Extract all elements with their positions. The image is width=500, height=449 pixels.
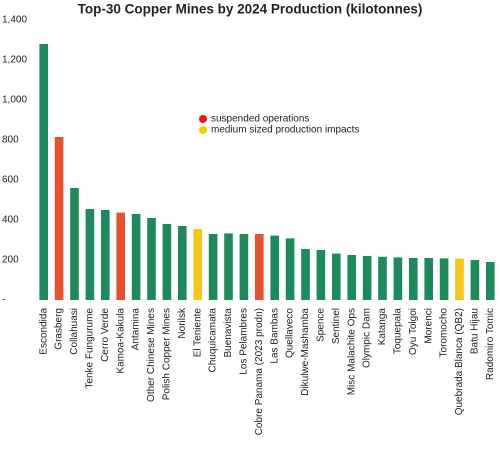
bar — [193, 229, 203, 300]
y-tick-label: 1,200 — [2, 55, 27, 66]
bar — [470, 260, 480, 300]
y-tick-label: 1,400 — [2, 15, 27, 26]
bar — [439, 258, 449, 300]
x-tick-label: Tenke Fungurume — [85, 308, 96, 389]
x-tick-label: Olympic Dam — [362, 308, 373, 368]
x-tick-label: Dikulwe-Mashamba — [300, 308, 311, 396]
x-tick-label: Escondida — [38, 308, 49, 355]
bar — [347, 255, 357, 300]
y-tick-label: 800 — [2, 135, 19, 146]
x-tick-label: Oyu Tolgoi — [408, 308, 419, 355]
x-tick-label: El Teniente — [192, 308, 203, 358]
bar — [224, 233, 233, 300]
bar — [393, 257, 403, 300]
bar — [316, 250, 326, 300]
y-tick-label: - — [2, 295, 5, 306]
bar — [254, 234, 264, 300]
x-tick-label: Kamoa-Kakula — [115, 308, 126, 374]
x-tick-label: Batu Hijau — [470, 308, 481, 354]
x-tick-label: Spence — [316, 308, 327, 342]
bar — [85, 209, 95, 300]
x-tick-label: Chuquicamata — [208, 308, 219, 373]
x-tick-label: Morenci — [423, 308, 434, 344]
x-tick-label: Quellaveco — [285, 308, 296, 358]
x-tick-label: Katanga — [377, 308, 388, 346]
bar — [131, 214, 141, 300]
bar — [39, 44, 49, 300]
bar — [100, 210, 110, 300]
bar — [362, 256, 372, 300]
x-tick-label: Toromocho — [439, 308, 450, 358]
x-tick-label: Norilsk — [177, 307, 188, 339]
legend-label: suspended operations — [211, 114, 309, 125]
x-tick-label: Las Bambas — [269, 308, 280, 364]
y-tick-label: 1,000 — [2, 95, 27, 106]
bar — [239, 234, 249, 300]
x-tick-label: Los Pelambres — [239, 308, 250, 375]
x-tick-label: Cobre Panama (2023 prodn) — [254, 308, 265, 435]
bar — [455, 258, 464, 300]
bar — [70, 188, 79, 300]
bar — [208, 234, 218, 300]
x-tick-label: Sentinel — [331, 308, 342, 344]
bar — [177, 226, 187, 300]
legend-label: medium sized production impacts — [211, 125, 359, 136]
bar — [147, 218, 156, 300]
bar — [331, 253, 341, 300]
bar — [162, 224, 172, 300]
y-tick-label: 200 — [2, 255, 19, 266]
bar — [301, 249, 310, 300]
bar — [54, 137, 64, 300]
bar — [270, 235, 280, 300]
x-tick-label: Toquepala — [393, 308, 404, 355]
bar — [485, 262, 495, 300]
chart-title: Top-30 Copper Mines by 2024 Production (… — [78, 2, 423, 17]
bar — [285, 238, 295, 300]
bar — [116, 212, 126, 300]
x-tick-label: Collahuasi — [69, 308, 80, 355]
x-tick-label: Misc Malachite Ops — [346, 308, 357, 395]
bar — [424, 258, 434, 300]
x-tick-label: Radomiro Tomic — [485, 308, 496, 380]
x-tick-label: Grasberg — [54, 308, 65, 350]
x-tick-label: Cerro Verde — [100, 308, 111, 362]
x-tick-label: Polish Copper Mines — [162, 308, 173, 400]
x-tick-label: Other Chinese Mines — [146, 308, 157, 402]
y-tick-label: 400 — [2, 215, 19, 226]
x-tick-label: Buenavista — [223, 308, 234, 358]
x-tick-label: Quebrada Blanca (QB2) — [454, 308, 465, 415]
legend-marker — [199, 115, 207, 123]
bar — [378, 256, 387, 300]
legend-marker — [199, 126, 207, 134]
y-tick-label: 600 — [2, 175, 19, 186]
bar — [408, 258, 418, 300]
x-tick-label: Antamina — [131, 308, 142, 351]
